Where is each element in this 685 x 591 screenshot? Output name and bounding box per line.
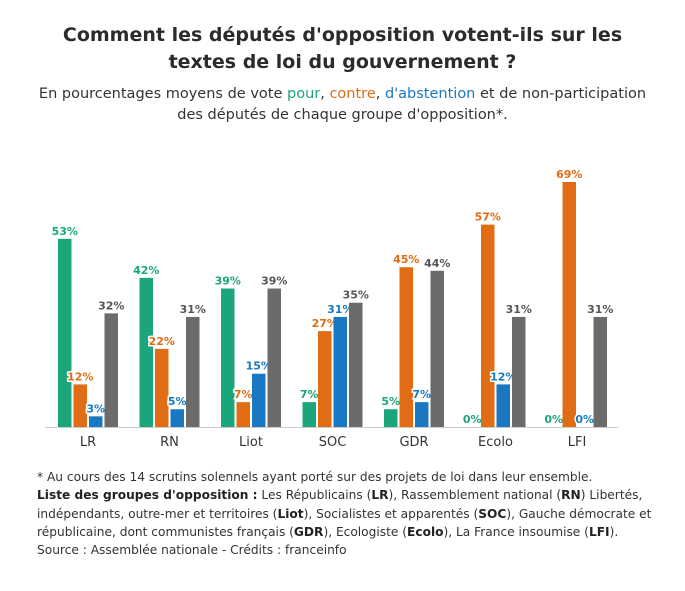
group-abbr: Ecolo xyxy=(407,524,444,539)
value-label-non_participation-lr: 32% xyxy=(98,299,124,312)
bar-contre-gdr xyxy=(399,267,413,427)
value-label-contre-soc: 27% xyxy=(312,317,338,330)
groups-text: ), Gauche démocrate et républicaine, don… xyxy=(37,506,652,539)
chart-notes: * Au cours des 14 scrutins solennels aya… xyxy=(37,468,667,559)
value-label-abstention-liot: 15% xyxy=(246,360,272,373)
value-label-pour-lfi: 0% xyxy=(544,413,563,426)
value-label-non_participation-soc: 35% xyxy=(343,289,369,302)
category-label-liot: Liot xyxy=(239,435,263,450)
bar-chart: 53% 12% 3% 32% LR 42% 22% 5% 31% RN 39% 7% 15% 39% Lio… xyxy=(45,167,618,450)
value-label-abstention-lfi: 0% xyxy=(575,413,594,426)
groups-text: ). xyxy=(609,524,619,539)
groups-text: Les Républicains ( xyxy=(257,488,372,503)
bar-contre-lr xyxy=(73,384,87,427)
bar-non_participation-lr xyxy=(104,313,118,427)
bar-abstention-lr xyxy=(89,416,103,427)
value-label-non_participation-ecolo: 31% xyxy=(506,303,532,316)
bar-pour-lr xyxy=(58,238,72,427)
chart-subtitle: En pourcentages moyens de vote pour, con… xyxy=(30,84,655,126)
subtitle-text-1: En pourcentages moyens de vote xyxy=(38,86,287,102)
bar-non_participation-liot xyxy=(267,288,281,427)
bar-abstention-ecolo xyxy=(496,384,510,427)
category-label-gdr: GDR xyxy=(399,435,428,450)
group-abbr: RN xyxy=(561,488,581,503)
value-label-contre-liot: 7% xyxy=(234,388,253,401)
value-label-contre-lr: 12% xyxy=(67,370,93,383)
value-label-pour-lr: 53% xyxy=(52,225,78,238)
bar-pour-liot xyxy=(221,288,235,427)
value-label-non_participation-rn: 31% xyxy=(180,303,206,316)
group-abbr: GDR xyxy=(293,524,324,539)
bar-non_participation-ecolo xyxy=(512,316,526,427)
value-label-abstention-rn: 5% xyxy=(168,395,187,408)
value-label-abstention-ecolo: 12% xyxy=(490,370,516,383)
bar-non_participation-lfi xyxy=(593,316,607,427)
value-label-pour-liot: 39% xyxy=(215,275,241,288)
bar-contre-liot xyxy=(236,402,250,427)
subtitle-sep-2: , xyxy=(375,86,385,102)
group-abbr: LR xyxy=(371,488,389,503)
groups-list: Liste des groupes d'opposition : Les Rép… xyxy=(37,486,667,541)
value-label-contre-ecolo: 57% xyxy=(475,211,501,224)
groups-list-label: Liste des groupes d'opposition : xyxy=(37,488,258,503)
bar-pour-soc xyxy=(302,402,316,427)
value-label-abstention-soc: 31% xyxy=(327,303,353,316)
bar-abstention-liot xyxy=(252,373,266,427)
bar-non_participation-soc xyxy=(349,302,363,427)
value-label-contre-gdr: 45% xyxy=(393,253,419,266)
value-label-abstention-lr: 3% xyxy=(86,402,105,415)
value-label-pour-soc: 7% xyxy=(300,388,319,401)
value-label-non_participation-lfi: 31% xyxy=(587,303,613,316)
category-label-lr: LR xyxy=(80,435,96,450)
value-label-abstention-gdr: 7% xyxy=(412,388,431,401)
bar-abstention-soc xyxy=(333,316,347,427)
bar-pour-rn xyxy=(139,277,153,427)
subtitle-sep-1: , xyxy=(320,86,330,102)
subtitle-contre: contre xyxy=(329,86,376,102)
groups-text: ), Socialistes et apparentés ( xyxy=(303,506,479,521)
groups-text: ), Ecologiste ( xyxy=(323,524,408,539)
bar-non_participation-rn xyxy=(186,316,200,427)
group-abbr: SOC xyxy=(478,506,507,521)
groups-text: ), La France insoumise ( xyxy=(443,524,589,539)
value-label-pour-ecolo: 0% xyxy=(463,413,482,426)
subtitle-pour: pour xyxy=(287,86,321,102)
bar-contre-soc xyxy=(318,331,332,427)
bar-pour-gdr xyxy=(384,409,398,427)
value-label-pour-gdr: 5% xyxy=(381,395,400,408)
bar-non_participation-gdr xyxy=(430,270,444,427)
value-label-non_participation-gdr: 44% xyxy=(424,257,450,270)
source-credit: Source : Assemblée nationale - Crédits :… xyxy=(37,543,347,558)
footnote: * Au cours des 14 scrutins solennels aya… xyxy=(37,470,593,484)
subtitle-text-2: et de non-participation des députés de c… xyxy=(177,86,647,123)
subtitle-abstention: d'abstention xyxy=(384,86,476,102)
value-label-contre-rn: 22% xyxy=(149,335,175,348)
groups-text: ) Libertés, indépendants, outre-mer et t… xyxy=(37,488,643,521)
groups-text: ), Rassemblement national ( xyxy=(388,488,562,503)
bar-contre-rn xyxy=(155,348,169,427)
group-abbr: Liot xyxy=(277,506,304,521)
bar-contre-ecolo xyxy=(481,224,495,427)
bar-contre-lfi xyxy=(562,182,576,427)
value-label-contre-lfi: 69% xyxy=(556,168,582,181)
group-abbr: LFI xyxy=(588,524,610,539)
bar-abstention-gdr xyxy=(415,402,429,427)
value-label-non_participation-liot: 39% xyxy=(261,275,287,288)
chart-title: Comment les députés d'opposition votent-… xyxy=(62,24,623,73)
bar-abstention-rn xyxy=(170,409,184,427)
category-label-lfi: LFI xyxy=(568,435,587,450)
category-label-ecolo: Ecolo xyxy=(478,435,513,450)
category-label-rn: RN xyxy=(160,435,179,450)
value-label-pour-rn: 42% xyxy=(133,264,159,277)
category-label-soc: SOC xyxy=(319,435,347,450)
